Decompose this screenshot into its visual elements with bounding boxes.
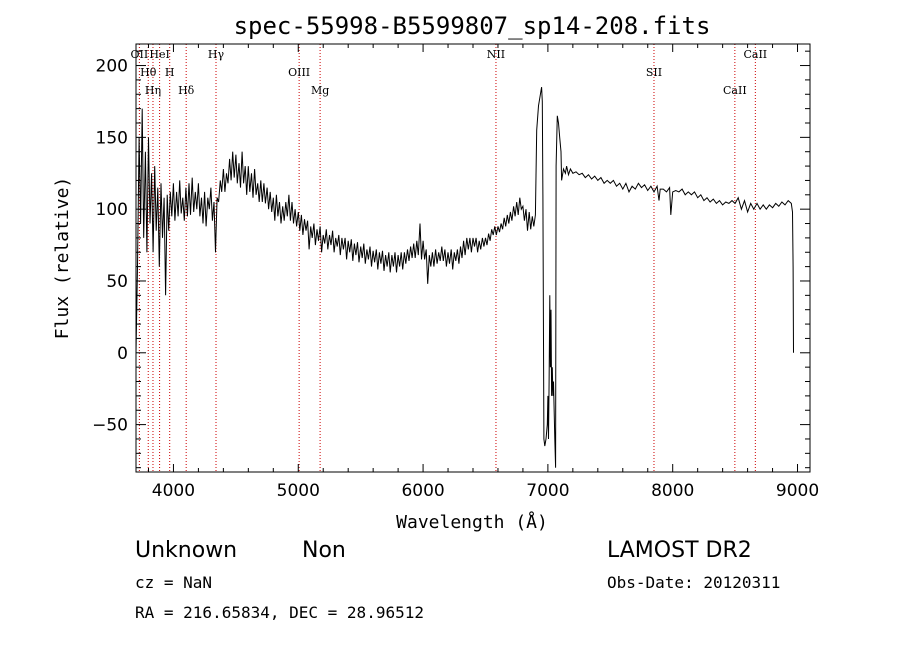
y-axis-label: Flux (relative) <box>52 177 73 340</box>
marker-label: Mg <box>311 84 329 97</box>
coordinates: RA = 216.65834, DEC = 28.96512 <box>135 603 424 622</box>
marker-label: HeI <box>149 48 169 61</box>
marker-label: OII <box>131 48 149 61</box>
redshift-value: cz = NaN <box>135 573 213 592</box>
y-tick-label: 50 <box>106 272 128 292</box>
x-axis-ticks: 4000 5000 6000 7000 8000 9000 <box>147 44 819 501</box>
y-tick-label: 200 <box>96 57 128 77</box>
y-axis-ticks: −50 0 50 100 150 200 <box>92 50 810 469</box>
object-type: Unknown <box>135 538 238 563</box>
y-tick-label: 150 <box>96 128 128 148</box>
plot-frame <box>135 43 811 473</box>
marker-label: CaII <box>743 48 767 61</box>
marker-label: NII <box>487 48 505 61</box>
x-axis-label: Wavelength (Å) <box>396 511 548 533</box>
x-tick-label: 4000 <box>152 481 195 501</box>
y-tick-label: −50 <box>92 416 128 436</box>
x-tick-label: 9000 <box>776 481 819 501</box>
marker-label: CaII <box>723 84 747 97</box>
x-tick-label: 8000 <box>651 481 694 501</box>
spectrum-line <box>135 87 794 468</box>
marker-label: H <box>165 66 175 79</box>
marker-label: OIII <box>288 66 310 79</box>
observation-date: Obs-Date: 20120311 <box>607 573 781 592</box>
chart-title: spec-55998-B5599807_sp14-208.fits <box>234 12 711 40</box>
marker-label: SII <box>646 66 662 79</box>
marker-label: Hη <box>145 84 161 97</box>
x-tick-label: 7000 <box>526 481 569 501</box>
x-tick-label: 6000 <box>401 481 444 501</box>
marker-label: Hθ <box>140 66 157 79</box>
y-tick-label: 100 <box>96 200 128 220</box>
marker-label: Hγ <box>208 48 225 61</box>
marker-label: Hδ <box>178 84 195 97</box>
object-class: Non <box>302 538 346 563</box>
survey-name: LAMOST DR2 <box>607 538 752 563</box>
x-tick-label: 5000 <box>277 481 320 501</box>
y-tick-label: 0 <box>117 344 128 364</box>
